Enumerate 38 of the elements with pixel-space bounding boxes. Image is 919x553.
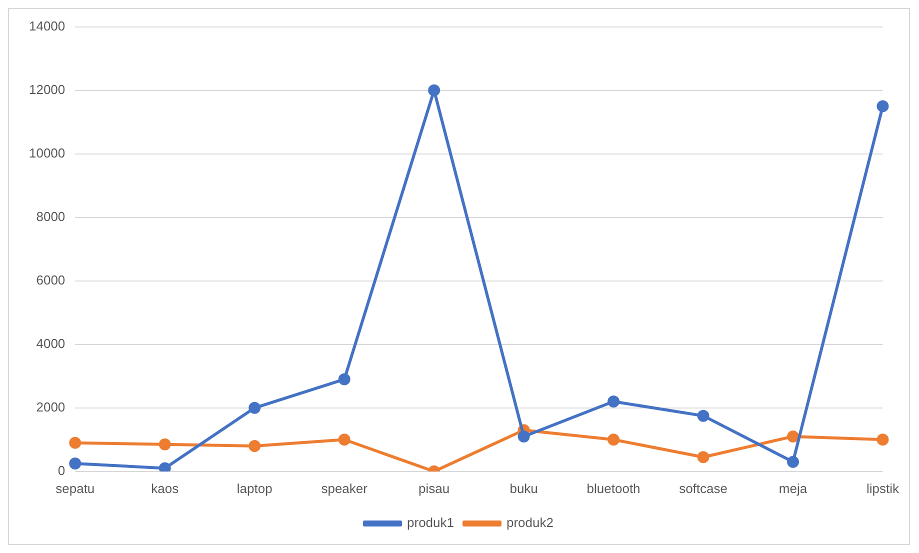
- x-tick-label: meja: [778, 480, 808, 496]
- x-tick-label: sepatu: [56, 480, 95, 496]
- point: [338, 373, 350, 386]
- x-tick-label: kaos: [151, 480, 180, 496]
- point: [69, 457, 82, 470]
- point: [876, 100, 889, 112]
- y-tick-label: 10000: [28, 145, 66, 160]
- x-tick-label: laptop: [236, 480, 272, 496]
- legend-label: produk1: [407, 515, 454, 530]
- point: [697, 410, 710, 422]
- x-tick-label: bluetooth: [586, 480, 640, 496]
- point: [338, 434, 350, 446]
- point: [158, 462, 171, 472]
- point: [787, 430, 800, 442]
- legend-label: produk2: [506, 515, 554, 530]
- x-tick-label: buku: [510, 480, 538, 496]
- point: [248, 402, 261, 414]
- point: [428, 84, 440, 96]
- point: [518, 430, 530, 442]
- point: [608, 434, 620, 446]
- point: [248, 440, 261, 452]
- point: [608, 396, 620, 408]
- x-tick-label: pisau: [418, 480, 450, 496]
- point: [697, 451, 710, 464]
- y-tick-label: 4000: [36, 336, 66, 351]
- x-tick-label: softcase: [679, 480, 728, 496]
- x-tick-label: speaker: [321, 480, 368, 496]
- point: [787, 456, 800, 468]
- point: [69, 436, 82, 449]
- point: [876, 434, 889, 446]
- y-tick-label: 14000: [28, 18, 66, 34]
- y-tick-label: 0: [58, 462, 66, 478]
- y-tick-label: 2000: [36, 399, 66, 414]
- point: [158, 438, 171, 450]
- y-tick-label: 6000: [36, 272, 66, 288]
- y-tick-label: 12000: [28, 82, 66, 97]
- y-tick-label: 8000: [36, 208, 66, 224]
- x-tick-label: lipstik: [866, 480, 900, 496]
